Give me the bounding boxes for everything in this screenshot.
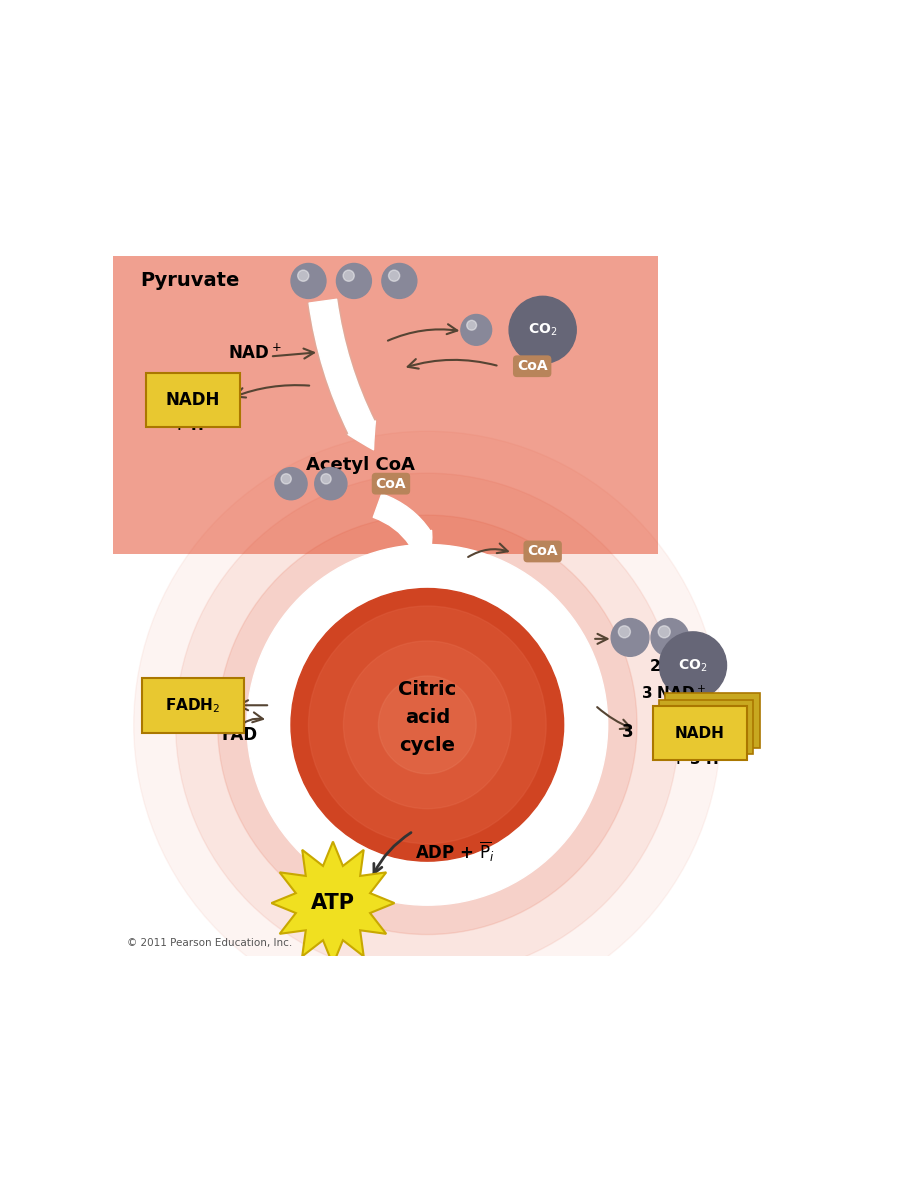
Circle shape xyxy=(321,474,331,484)
Bar xyxy=(113,553,812,955)
Text: CoA: CoA xyxy=(375,476,406,491)
Circle shape xyxy=(298,270,308,281)
Text: NADH: NADH xyxy=(166,391,220,409)
Circle shape xyxy=(619,625,630,638)
Text: + 3 H$^+$: + 3 H$^+$ xyxy=(670,751,730,768)
Circle shape xyxy=(133,431,721,1019)
Circle shape xyxy=(344,641,511,809)
Text: 3: 3 xyxy=(621,722,633,740)
Circle shape xyxy=(612,618,649,656)
Circle shape xyxy=(379,676,476,774)
Circle shape xyxy=(382,264,417,299)
Circle shape xyxy=(461,314,492,346)
Circle shape xyxy=(291,264,326,299)
Circle shape xyxy=(315,468,347,499)
Circle shape xyxy=(275,468,307,499)
Polygon shape xyxy=(272,841,394,965)
Text: FAD: FAD xyxy=(221,726,257,744)
Text: ATP: ATP xyxy=(311,893,355,913)
Circle shape xyxy=(281,474,291,484)
Text: + H$^+$: + H$^+$ xyxy=(171,416,215,434)
Text: NADH: NADH xyxy=(675,726,725,740)
Circle shape xyxy=(466,320,476,330)
Circle shape xyxy=(336,264,372,299)
FancyArrowPatch shape xyxy=(373,493,432,558)
Text: CO$_2$: CO$_2$ xyxy=(528,322,557,338)
Circle shape xyxy=(176,473,679,977)
Text: 2: 2 xyxy=(649,659,660,673)
Text: FADH$_2$: FADH$_2$ xyxy=(165,696,221,715)
Circle shape xyxy=(343,270,354,281)
Text: Citric
acid
cycle: Citric acid cycle xyxy=(398,680,456,755)
Circle shape xyxy=(291,588,564,862)
Circle shape xyxy=(659,632,726,698)
Text: CoA: CoA xyxy=(517,359,548,373)
FancyBboxPatch shape xyxy=(666,694,759,748)
Text: NAD$^+$: NAD$^+$ xyxy=(228,343,281,362)
FancyBboxPatch shape xyxy=(659,700,753,754)
Text: ADP + $\mathsf{\overline{P}}_i$: ADP + $\mathsf{\overline{P}}_i$ xyxy=(416,840,495,864)
FancyBboxPatch shape xyxy=(653,706,747,761)
FancyBboxPatch shape xyxy=(146,372,240,427)
Circle shape xyxy=(658,625,670,638)
FancyBboxPatch shape xyxy=(143,678,244,732)
Circle shape xyxy=(308,606,547,844)
Bar xyxy=(113,257,658,553)
Circle shape xyxy=(247,545,608,905)
Text: © 2011 Pearson Education, Inc.: © 2011 Pearson Education, Inc. xyxy=(126,938,292,948)
Circle shape xyxy=(509,296,576,364)
Circle shape xyxy=(389,270,400,281)
FancyArrowPatch shape xyxy=(308,299,376,450)
Circle shape xyxy=(253,550,603,900)
Text: 3 NAD$^+$: 3 NAD$^+$ xyxy=(640,685,705,702)
Circle shape xyxy=(651,618,689,656)
Text: Acetyl CoA: Acetyl CoA xyxy=(307,456,415,474)
Text: CoA: CoA xyxy=(528,545,558,558)
Text: Pyruvate: Pyruvate xyxy=(141,271,240,290)
Text: CO$_2$: CO$_2$ xyxy=(678,658,708,673)
Circle shape xyxy=(217,515,637,935)
FancyArrowPatch shape xyxy=(309,299,375,450)
